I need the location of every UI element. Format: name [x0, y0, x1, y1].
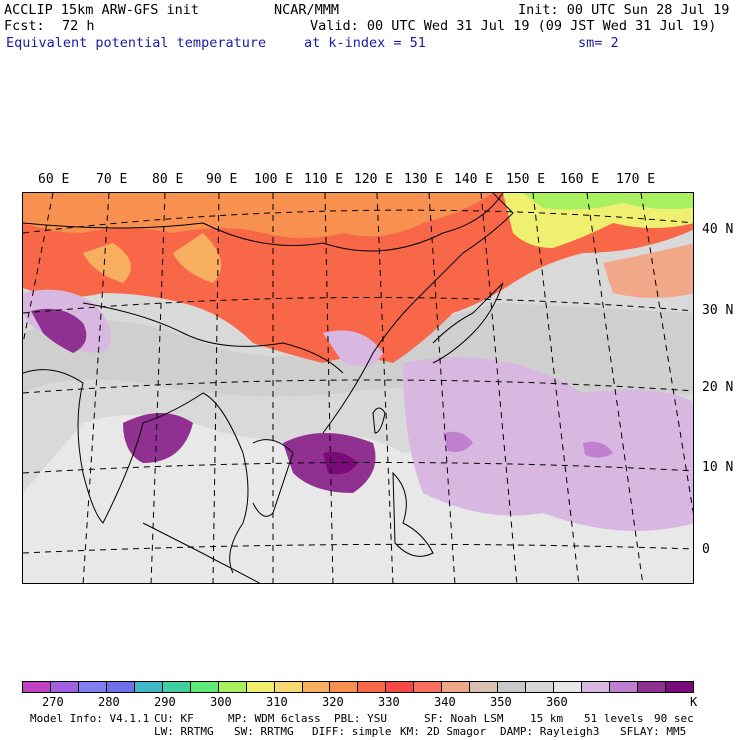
forecast-hours: 72 h: [62, 18, 95, 34]
colorbar-swatch: [78, 682, 107, 692]
valid-time: Valid: 00 UTC Wed 31 Jul 19 (09 JST Wed …: [310, 18, 717, 34]
org-label: NCAR/MMM: [274, 2, 340, 18]
smoothing: sm= 2: [578, 35, 619, 51]
footer-pbl: PBL: YSU: [334, 712, 387, 725]
colorbar-tick: 280: [98, 695, 120, 709]
colorbar-swatch: [106, 682, 135, 692]
footer-damp: DAMP: Rayleigh3: [500, 725, 600, 738]
lon-label: 160 E: [560, 172, 600, 187]
lat-label: 0: [702, 542, 710, 557]
lat-label: 30 N: [702, 303, 734, 318]
field-lavender-region: [323, 330, 383, 367]
colorbar-swatch: [302, 682, 331, 692]
colorbar-swatch: [190, 682, 219, 692]
theta-e-map: [22, 192, 694, 584]
model-title: ACCLIP 15km ARW-GFS init: [4, 2, 200, 18]
colorbar-swatch: [218, 682, 247, 692]
colorbar-swatch: [23, 682, 51, 692]
level-index: at k-index = 51: [304, 35, 426, 51]
lon-label: 80 E: [152, 172, 184, 187]
forecast-label: Fcst:: [4, 18, 45, 34]
colorbar-swatch: [610, 682, 638, 692]
colorbar-swatch: [414, 682, 443, 692]
field-salmon-region: [603, 243, 693, 298]
colorbar-swatch: [665, 682, 693, 692]
lat-label: 10 N: [702, 460, 734, 475]
footer-cu: CU: KF: [154, 712, 194, 725]
footer-resolution: 15 km: [530, 712, 564, 725]
colorbar-tick: 360: [546, 695, 568, 709]
lon-label: 90 E: [206, 172, 238, 187]
colorbar-swatch: [50, 682, 79, 692]
colorbar-swatch: [358, 682, 387, 692]
colorbar-tick: 310: [266, 695, 288, 709]
field-name: Equivalent potential temperature: [6, 35, 267, 51]
colorbar-swatch: [554, 682, 583, 692]
field-orange-region: [23, 193, 493, 238]
lon-label: 170 E: [616, 172, 656, 187]
lat-label: 40 N: [702, 222, 734, 237]
colorbar-swatch: [442, 682, 471, 692]
colorbar-tick: 290: [154, 695, 176, 709]
map-canvas: [23, 193, 693, 583]
colorbar-swatch: [330, 682, 359, 692]
footer-model-info: Model Info: V4.1.1: [30, 712, 150, 725]
colorbar-swatch: [162, 682, 191, 692]
colorbar-tick: 330: [378, 695, 400, 709]
colorbar: [22, 681, 694, 693]
colorbar-swatch: [582, 682, 611, 692]
colorbar-tick: 320: [322, 695, 344, 709]
footer-levels: 51 levels: [584, 712, 644, 725]
field-lavender-region: [403, 357, 693, 531]
colorbar-swatch: [526, 682, 555, 692]
colorbar-swatch: [274, 682, 303, 692]
lon-label: 100 E: [254, 172, 294, 187]
footer-km: KM: 2D Smagor: [400, 725, 487, 738]
colorbar-swatch: [246, 682, 275, 692]
lon-label: 130 E: [404, 172, 444, 187]
field-mauve-region: [443, 431, 613, 458]
colorbar-swatch: [637, 682, 666, 692]
lon-label: 60 E: [38, 172, 70, 187]
footer-sf: SF: Noah LSM: [424, 712, 504, 725]
colorbar-tick: 340: [434, 695, 456, 709]
lat-label: 20 N: [702, 380, 734, 395]
field-green-region: [523, 193, 693, 210]
field-highland-region: [83, 233, 221, 283]
lon-label: 140 E: [454, 172, 494, 187]
colorbar-tick: 270: [42, 695, 64, 709]
field-deep-purple-region: [323, 451, 358, 475]
colorbar-swatch: [386, 682, 415, 692]
footer-sw: SW: RRTMG: [234, 725, 294, 738]
colorbar-tick: 350: [490, 695, 512, 709]
footer-timestep: 90 sec: [654, 712, 694, 725]
init-time: Init: 00 UTC Sun 28 Jul 19: [518, 2, 730, 18]
lon-label: 70 E: [96, 172, 128, 187]
footer-mp: MP: WDM 6class: [228, 712, 321, 725]
graticule: [23, 193, 693, 583]
footer-diff: DIFF: simple: [312, 725, 392, 738]
footer-lw: LW: RRTMG: [154, 725, 214, 738]
colorbar-swatch: [134, 682, 163, 692]
colorbar-tick: 300: [210, 695, 232, 709]
footer-sflay: SFLAY: MM5: [620, 725, 687, 738]
colorbar-swatch: [470, 682, 499, 692]
field-purple-region: [31, 308, 87, 353]
colorbar-unit: K: [690, 695, 698, 709]
lon-label: 150 E: [506, 172, 546, 187]
lon-label: 110 E: [304, 172, 344, 187]
field-purple-region: [123, 413, 193, 463]
colorbar-swatch: [498, 682, 527, 692]
lon-label: 120 E: [354, 172, 394, 187]
